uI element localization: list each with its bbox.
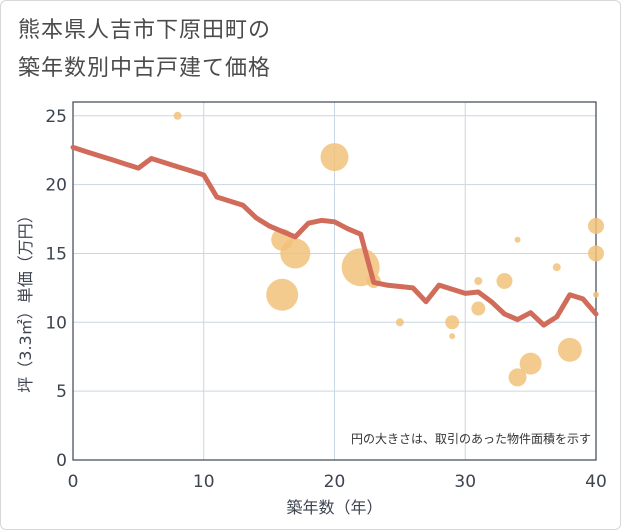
chart-title-line-2: 築年数別中古戸建て価格 <box>18 56 272 81</box>
x-tick-label: 0 <box>68 472 79 492</box>
y-axis-label: 坪（3.3㎡）単価（万円） <box>16 207 35 392</box>
bubble-point <box>474 277 483 285</box>
bubble-point <box>552 263 561 272</box>
bubble-point <box>588 217 604 234</box>
bubble-point <box>496 273 513 289</box>
bubble-point <box>395 318 404 327</box>
bubble-point <box>266 278 299 311</box>
bubble-point <box>445 315 460 330</box>
bubble-point <box>557 337 582 362</box>
bubble-point <box>508 368 527 387</box>
x-tick-label: 40 <box>585 472 607 492</box>
gridlines <box>73 102 596 460</box>
plot-border <box>72 101 597 461</box>
x-axis-label: 築年数（年） <box>286 498 382 517</box>
y-tick-label: 5 <box>56 382 67 402</box>
y-tick-label: 0 <box>56 451 67 471</box>
bubble-point <box>588 245 604 262</box>
x-tick-label: 10 <box>193 472 215 492</box>
average-price-line <box>70 144 599 328</box>
bubble-point <box>320 143 349 172</box>
chart-title-line-1: 熊本県人吉市下原田町の <box>18 18 272 43</box>
y-tick-label: 20 <box>45 176 67 196</box>
bubble-point <box>280 238 311 269</box>
x-tick-label: 30 <box>454 472 476 492</box>
chart-title: 熊本県人吉市下原田町の 築年数別中古戸建て価格 <box>18 12 271 88</box>
bubble-point <box>593 291 599 298</box>
bubble-point <box>471 301 486 316</box>
x-axis-ticks: 0 10 20 30 40 <box>68 472 607 492</box>
bubble-point <box>514 236 521 243</box>
y-tick-label: 15 <box>45 244 67 264</box>
y-axis-ticks: 0 5 10 15 20 25 <box>45 107 67 471</box>
bubble-point <box>173 111 182 120</box>
bubble-layer <box>173 111 604 387</box>
bubble-point <box>519 352 542 375</box>
y-tick-label: 10 <box>45 313 67 333</box>
bubble-point <box>449 333 456 340</box>
bubble-size-note: 円の大きさは、取引のあった物件面積を示す <box>351 431 591 446</box>
x-tick-label: 20 <box>324 472 346 492</box>
y-tick-label: 25 <box>45 107 67 127</box>
